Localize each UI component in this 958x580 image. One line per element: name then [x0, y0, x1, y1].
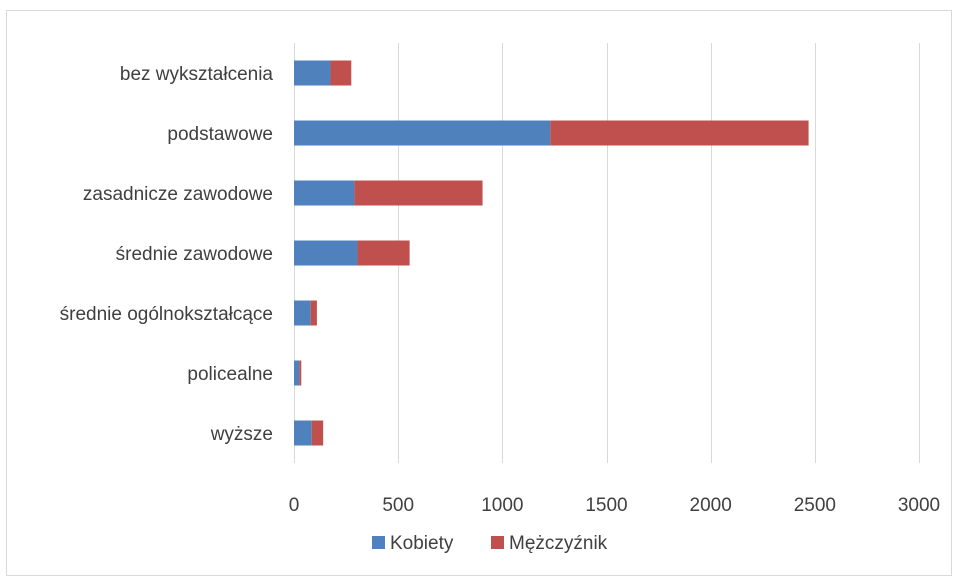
category-label: podstawowe: [167, 124, 273, 145]
bar-kobiety: [294, 120, 551, 146]
bar-kobiety: [294, 60, 331, 86]
bar-mezczyznik: [357, 240, 410, 266]
legend-label: Kobiety: [390, 533, 454, 554]
bar-mezczyznik: [310, 300, 317, 326]
x-tick-label: 0: [289, 495, 300, 516]
category-label: zasadnicze zawodowe: [83, 184, 273, 205]
bar-mezczyznik: [311, 420, 324, 446]
bar-kobiety: [294, 360, 300, 386]
x-tick-label: 1500: [585, 495, 627, 516]
stacked-bar-chart: bez wykształcenia podstawowe zasadnicze za…: [60, 43, 940, 554]
bar-mezczyznik: [330, 60, 352, 86]
bar-kobiety: [294, 420, 312, 446]
category-label: średnie ogólnokształcące: [60, 304, 273, 325]
bar-kobiety: [294, 300, 311, 326]
category-label: średnie zawodowe: [116, 244, 273, 265]
bar-kobiety: [294, 240, 358, 266]
legend: Kobiety Mężczyźnik: [372, 533, 608, 554]
x-axis-tick-labels: 0 500 1000 1500 2000 2500 3000: [289, 495, 940, 516]
category-label: wyższe: [210, 424, 273, 445]
legend-swatch: [372, 536, 385, 549]
x-tick-label: 1000: [481, 495, 523, 516]
bars: [294, 60, 809, 446]
bar-mezczyznik: [354, 180, 483, 206]
category-label: policealne: [187, 364, 273, 385]
x-tick-label: 500: [382, 495, 414, 516]
category-label: bez wykształcenia: [120, 64, 274, 85]
x-tick-label: 2000: [690, 495, 732, 516]
chart-frame: bez wykształcenia podstawowe zasadnicze za…: [6, 10, 952, 576]
legend-label: Mężczyźnik: [509, 533, 608, 554]
bar-mezczyznik: [299, 360, 302, 386]
bar-mezczyznik: [550, 120, 809, 146]
bar-kobiety: [294, 180, 355, 206]
category-labels: bez wykształcenia podstawowe zasadnicze za…: [60, 64, 274, 445]
x-tick-label: 2500: [794, 495, 836, 516]
x-tick-label: 3000: [898, 495, 940, 516]
legend-swatch: [491, 536, 504, 549]
gridlines: [294, 43, 920, 463]
